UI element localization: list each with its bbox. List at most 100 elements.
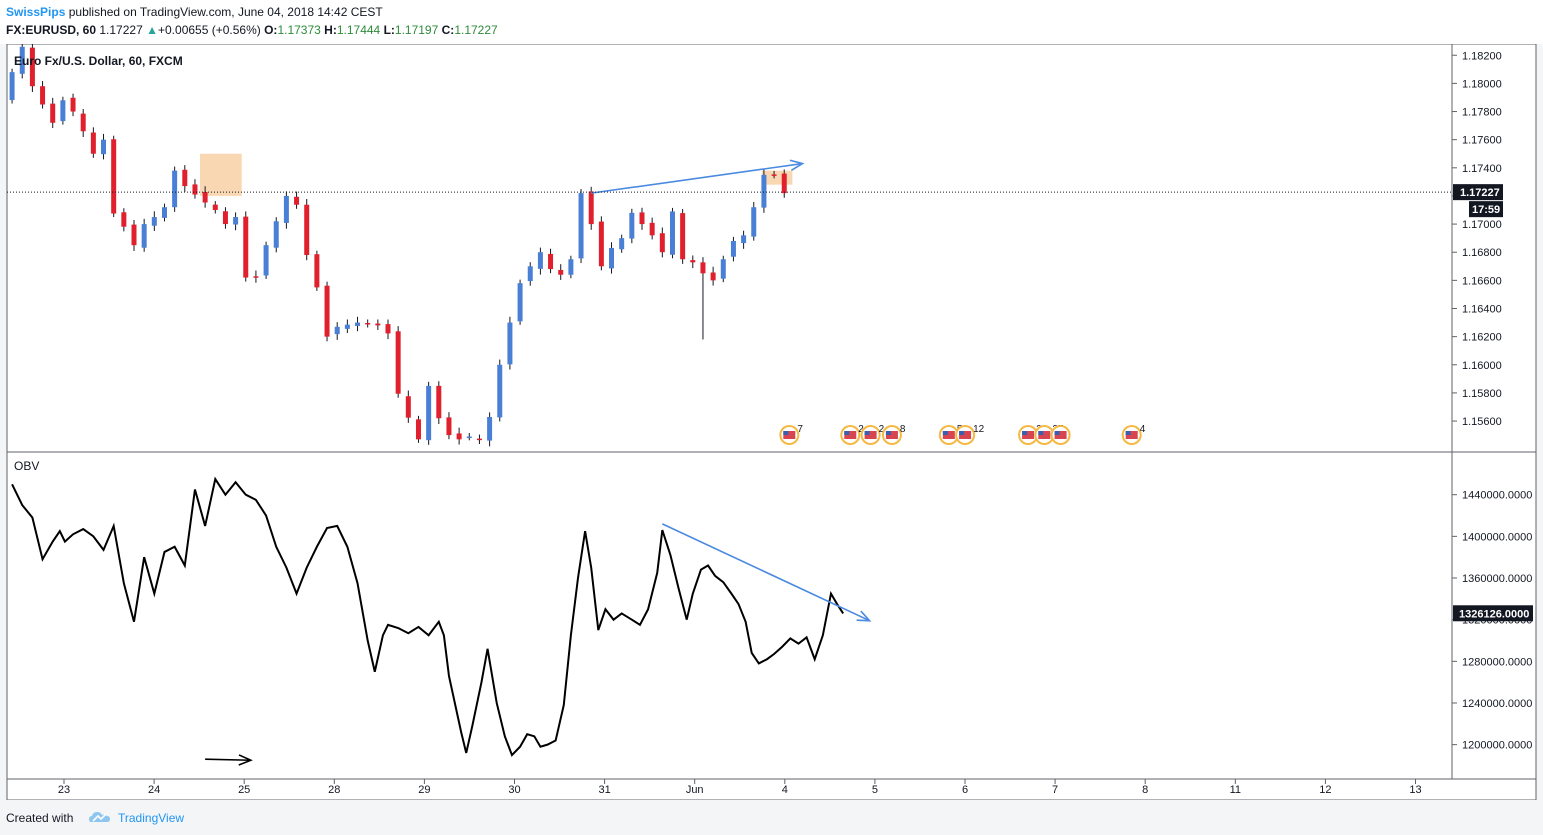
candle-down [690,260,696,263]
note-arrow-head [238,754,253,766]
obv-tick-label: 1280000.0000 [1462,656,1532,668]
event-count-label: 12 [973,424,985,435]
created-with-text: Created with [6,811,74,825]
time-tick-label: 24 [148,784,160,796]
flag-icon [844,431,857,439]
tradingview-brand[interactable]: TradingView [118,811,185,825]
flag-canton-icon [959,431,965,435]
candle-down [182,169,188,187]
candle-down [456,433,462,440]
price-trend-arrow [591,162,803,194]
event-count-label: 8 [900,424,906,435]
time-tick-label: 5 [872,784,878,796]
price-tick-label: 1.17600 [1462,135,1502,147]
candle-up [517,283,523,322]
chart-area[interactable]: 1.18200 1.18000 1.17800 1.17600 1.17400 1.172… [0,44,1543,800]
footer: Created with TradingView [0,800,1543,835]
candle-down [395,331,401,394]
price-tick-label: 1.16600 [1462,275,1502,287]
candle-up [141,224,147,248]
price-tick-label: 1.15800 [1462,388,1502,400]
candle-down [50,103,56,123]
flag-canton-icon [1054,431,1060,435]
time-tick-label: 30 [508,784,520,796]
candle-up [629,212,635,239]
candle-up [609,248,615,269]
tradingview-cloud-icon[interactable] [88,809,112,825]
candle-down [121,212,127,227]
candle-down [131,224,137,246]
publish-info: SwissPips published on TradingView.com, … [6,5,383,19]
candle-up [619,238,625,250]
flag-icon [942,431,955,439]
price-tick-label: 1.15600 [1462,416,1502,428]
candle-down [639,212,645,225]
publisher-name[interactable]: SwissPips [6,5,66,19]
candle-up [497,364,503,418]
chart-header: SwissPips published on TradingView.com, … [0,0,1543,44]
price-tick-label: 1.18000 [1462,78,1502,90]
price-tick-label: 1.16400 [1462,303,1502,315]
candle-up [568,259,574,275]
candle-up [60,100,66,122]
candle-up [151,217,157,226]
candle-up [283,195,289,223]
change-arrow-icon: ▲ [146,23,158,37]
candle-down [324,285,330,337]
candlestick-series [9,44,787,447]
candle-up [669,211,675,255]
candle-down [598,221,604,267]
flag-icon [959,431,972,439]
countdown-label: 17:59 [1472,204,1500,216]
price-trend-arrow-head [789,159,805,171]
flag-canton-icon [1022,431,1028,435]
time-tick-label: 8 [1142,784,1148,796]
obv-series [11,476,845,757]
price-tick-label: 1.17800 [1462,107,1502,119]
flag-canton-icon [1038,431,1044,435]
candle-up [487,417,493,441]
candle-down [192,184,198,195]
candle-up [19,46,25,74]
candle-down [212,204,218,211]
candle-up [426,385,432,441]
candle-down [80,113,86,132]
price-tick-label: 1.18200 [1462,50,1502,62]
candle-up [263,245,269,276]
event-count-label: 2 [858,424,864,435]
candle-down [222,211,228,225]
candle-down [680,213,686,260]
price-tick-label: 1.17400 [1462,163,1502,175]
price-tick-label: 1.17000 [1462,219,1502,231]
candle-down [294,196,300,205]
candle-up [334,326,340,335]
flag-canton-icon [844,431,850,435]
candle-up [527,266,533,282]
obv-trendline[interactable] [661,523,872,622]
flag-icon [885,431,898,439]
time-tick-label: 31 [598,784,610,796]
flag-canton-icon [1125,431,1131,435]
candle-up [751,207,757,237]
time-tick-label: 25 [238,784,250,796]
candle-up [507,322,513,365]
price-trendline[interactable] [591,159,805,194]
time-axis[interactable]: 23 24 25 28 29 30 31 Jun 4 5 6 7 8 11 12 13 [58,779,1422,796]
price-change: +0.00655 (+0.56%) [158,23,261,37]
candle-down [202,192,208,203]
candle-up [537,252,543,269]
symbol-label[interactable]: FX:EURUSD, 60 [6,23,97,37]
last-price-label: 1.17227 [1460,187,1500,199]
obv-tick-label: 1360000.0000 [1462,573,1532,585]
candle-down [710,272,716,281]
close-value: 1.17227 [454,23,498,37]
event-count-label: 2 [879,424,885,435]
supply-zone [200,153,242,196]
candle-down [558,269,564,275]
obv-value-badge [1453,605,1533,622]
obv-tick-label: 1200000.0000 [1462,740,1532,752]
candle-down [375,323,381,326]
annotation-arrow[interactable] [205,754,253,766]
candle-up [730,240,736,257]
countdown-badge [1469,201,1503,218]
